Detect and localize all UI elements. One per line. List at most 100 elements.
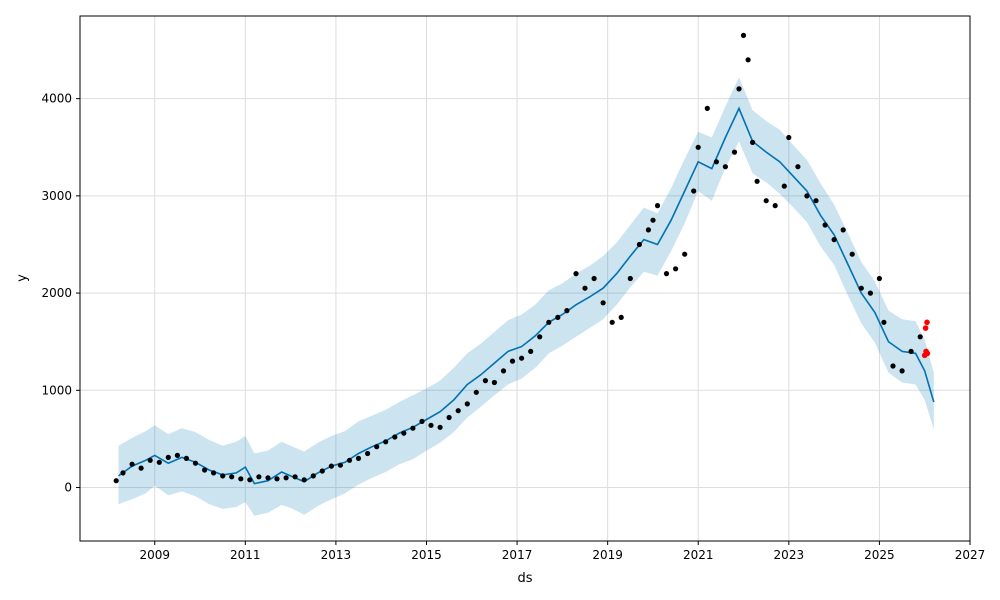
- observed-point: [591, 275, 597, 282]
- observed-point: [491, 379, 497, 386]
- observed-point: [138, 465, 144, 471]
- observed-point: [695, 144, 701, 150]
- observed-point: [858, 285, 864, 291]
- observed-point: [772, 203, 778, 209]
- observed-point: [337, 462, 343, 468]
- observed-point: [283, 475, 289, 481]
- observed-point: [482, 378, 488, 384]
- observed-point: [156, 459, 162, 465]
- observed-point: [722, 164, 729, 170]
- highlighted-point: [924, 350, 931, 357]
- observed-point: [174, 452, 180, 458]
- y-axis-label: y: [15, 274, 30, 282]
- observed-point: [428, 422, 434, 428]
- observed-point: [256, 474, 262, 480]
- observed-point: [120, 470, 126, 476]
- x-tick-label: 2019: [592, 548, 623, 562]
- observed-point: [509, 358, 516, 364]
- x-tick-label: 2027: [955, 548, 986, 562]
- observed-point: [654, 203, 661, 209]
- x-tick-label: 2009: [139, 548, 170, 562]
- observed-point: [346, 457, 353, 463]
- observed-point: [822, 222, 828, 228]
- y-tick-label: 0: [64, 481, 72, 495]
- x-axis-ticks: 2009 2011 2013 2015 2017 2019 2021 2023 2025 2027: [139, 541, 985, 562]
- observed-point: [301, 477, 307, 483]
- plot-frame: [79, 15, 971, 542]
- observed-point: [627, 275, 633, 282]
- observed-point: [555, 314, 561, 320]
- observed-point: [383, 439, 389, 445]
- observed-point: [881, 319, 887, 325]
- observed-point: [786, 134, 792, 141]
- x-tick-label: 2021: [683, 548, 714, 562]
- observed-point: [519, 355, 525, 361]
- observed-points: [113, 32, 923, 484]
- observed-point: [650, 217, 656, 223]
- observed-point: [265, 475, 271, 481]
- observed-point: [401, 430, 407, 436]
- observed-point: [274, 476, 280, 482]
- observed-point: [691, 188, 697, 194]
- uncertainty-band-area: [118, 77, 934, 516]
- x-tick-label: 2025: [864, 548, 895, 562]
- observed-point: [704, 105, 710, 111]
- x-tick-label: 2017: [502, 548, 533, 562]
- observed-point: [804, 193, 810, 199]
- observed-point: [319, 468, 325, 474]
- observed-point: [573, 271, 579, 277]
- observed-point: [736, 86, 742, 92]
- observed-point: [355, 455, 362, 461]
- observed-point: [464, 401, 470, 407]
- observed-point: [713, 159, 720, 165]
- observed-point: [908, 348, 914, 354]
- observed-point: [600, 300, 606, 306]
- highlighted-points: [921, 319, 931, 359]
- uncertainty-band: [118, 77, 934, 516]
- observed-point: [663, 271, 670, 277]
- forecast-line: [118, 106, 935, 485]
- observed-point: [437, 424, 443, 430]
- observed-point: [831, 237, 837, 243]
- observed-point: [455, 408, 461, 414]
- observed-point: [328, 463, 334, 469]
- y-tick-label: 4000: [41, 92, 72, 106]
- observed-point: [876, 275, 883, 282]
- observed-point: [750, 139, 756, 145]
- observed-point: [582, 285, 588, 291]
- observed-point: [129, 461, 135, 467]
- observed-point: [446, 414, 452, 421]
- y-axis-ticks: 0 1000 2000 3000 4000: [41, 92, 80, 495]
- x-tick-label: 2011: [230, 548, 261, 562]
- observed-point: [528, 348, 534, 354]
- observed-point: [165, 454, 171, 460]
- x-tick-label: 2015: [411, 548, 442, 562]
- x-tick-label: 2023: [774, 548, 805, 562]
- observed-point: [292, 474, 298, 480]
- observed-point: [867, 290, 874, 296]
- y-tick-label: 1000: [41, 383, 72, 397]
- observed-point: [147, 457, 153, 463]
- y-tick-label: 3000: [41, 189, 72, 203]
- observed-point: [673, 266, 679, 272]
- observed-point: [192, 460, 199, 466]
- observed-point: [618, 314, 624, 320]
- highlighted-point: [922, 325, 929, 331]
- observed-point: [899, 368, 905, 374]
- observed-point: [890, 363, 896, 369]
- observed-point: [211, 470, 217, 476]
- observed-point: [609, 319, 615, 325]
- forecast-line-path: [118, 106, 935, 485]
- observed-point: [537, 334, 543, 340]
- observed-point: [849, 251, 855, 257]
- x-axis-label: ds: [517, 571, 532, 586]
- observed-point: [917, 334, 923, 340]
- observed-point: [840, 227, 846, 233]
- observed-point: [410, 425, 416, 431]
- observed-point: [731, 149, 738, 155]
- observed-point: [781, 183, 787, 189]
- x-tick-label: 2013: [321, 548, 352, 562]
- observed-point: [636, 241, 643, 248]
